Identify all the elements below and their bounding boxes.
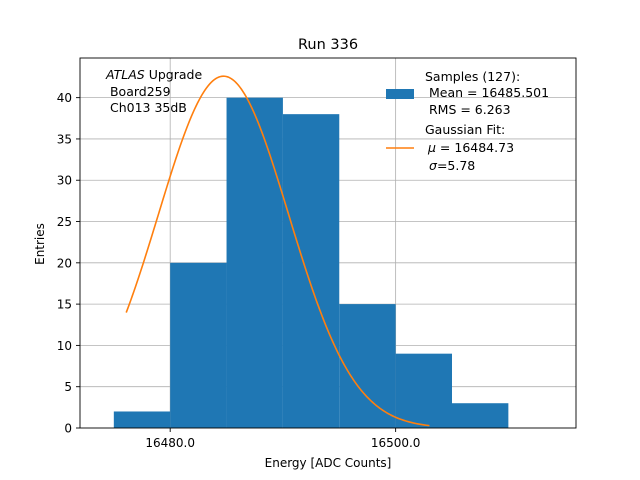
- x-axis-label: Energy [ADC Counts]: [265, 456, 392, 470]
- y-tick-label-8: 40: [57, 91, 72, 105]
- gaussian-fit-curve: [125, 75, 430, 427]
- legend-fit-sigma: σ=5.78: [429, 158, 475, 173]
- legend-mu-symbol: μ: [427, 140, 436, 155]
- histogram-bar-6: [452, 403, 509, 428]
- bars-layer: [113, 97, 509, 429]
- y-tick-label-4: 20: [57, 256, 72, 270]
- histogram-bar-3: [282, 114, 340, 429]
- y-axis-label: Entries: [33, 223, 47, 265]
- y-tick-label-7: 35: [57, 132, 72, 146]
- y-tick-label-6: 30: [57, 174, 72, 188]
- legend-fit-title: Gaussian Fit:: [425, 122, 505, 137]
- annotation-box: ATLAS Upgrade Board259 Ch013 35dB: [105, 67, 202, 115]
- curve-layer: [125, 75, 430, 427]
- legend-sigma-value: =5.78: [437, 158, 475, 173]
- axes-frame: [79, 57, 577, 429]
- y-tick-label-5: 25: [57, 215, 72, 229]
- histogram-bar-4: [339, 304, 396, 428]
- legend-samples-line-3: RMS = 6.263: [425, 102, 511, 117]
- annotation-atlas: ATLAS: [105, 67, 145, 82]
- histogram-bar-5: [395, 353, 452, 428]
- annotation-line-2: Board259: [106, 84, 171, 99]
- annotation-line-1: ATLAS Upgrade: [105, 67, 202, 82]
- x-tick-label-0: 16480.0: [145, 436, 195, 450]
- y-tick-label-3: 15: [57, 298, 72, 312]
- annotation-upgrade: Upgrade: [145, 67, 203, 82]
- y-tick-label-2: 10: [57, 339, 72, 353]
- x-tick-label-1: 16500.0: [371, 436, 421, 450]
- legend-samples-line-1: Samples (127):: [425, 69, 520, 84]
- annotation-line-3: Ch013 35dB: [106, 100, 187, 115]
- legend-samples-swatch: [386, 89, 414, 99]
- legend: Samples (127): Mean = 16485.501 RMS = 6.…: [386, 69, 549, 173]
- y-tick-label-1: 5: [64, 380, 72, 394]
- legend-fit-mu: μ = 16484.73: [427, 140, 514, 155]
- legend-samples-line-2: Mean = 16485.501: [425, 85, 549, 100]
- legend-sigma-symbol: σ: [429, 158, 438, 173]
- axes-layer: 0 5 10 15 20 25 30 35 40 16480.0 16500.0: [57, 57, 577, 450]
- histogram-bar-1: [170, 262, 227, 428]
- histogram-bar-0: [113, 411, 171, 428]
- histogram-bar-2: [226, 97, 283, 429]
- y-tick-label-0: 0: [64, 422, 72, 436]
- chart-title: Run 336: [298, 37, 358, 53]
- legend-mu-value: = 16484.73: [436, 140, 514, 155]
